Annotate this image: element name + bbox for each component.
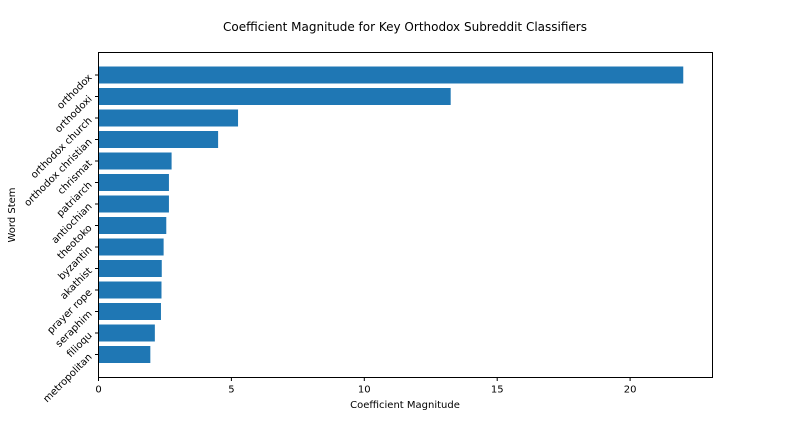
bar-orthodoxi — [98, 88, 451, 105]
y-axis-label: Word Stem — [7, 187, 18, 242]
x-tick-label: 5 — [228, 385, 234, 396]
x-tick-label: 20 — [624, 385, 637, 396]
bar-antiochian — [98, 195, 169, 213]
bar-metropolitan — [98, 346, 151, 363]
bar-prayer-rope — [98, 281, 162, 299]
bar-akathist — [98, 260, 162, 277]
bar-patriarch — [98, 174, 169, 191]
bar-theotoko — [98, 217, 167, 234]
bar-orthodox-christian — [98, 131, 219, 148]
bar-seraphim — [98, 303, 161, 320]
bar-orthodox-church — [98, 109, 239, 127]
bar-orthodox — [98, 66, 684, 84]
x-ticks-group: 0 5 10 15 20 — [95, 377, 637, 396]
plot-frame — [98, 52, 713, 378]
bar-byzantin — [98, 238, 164, 256]
chart-title: Coefficient Magnitude for Key Orthodox S… — [223, 20, 587, 34]
x-tick-label: 10 — [358, 385, 371, 396]
bars-group — [98, 66, 684, 363]
x-axis-label: Coefficient Magnitude — [350, 400, 460, 411]
bar-filioqu — [98, 324, 155, 342]
y-tick-label: metropolitan — [41, 352, 94, 405]
x-tick-label: 0 — [95, 385, 101, 396]
x-tick-label: 15 — [491, 385, 504, 396]
bar-chrismat — [98, 152, 172, 170]
